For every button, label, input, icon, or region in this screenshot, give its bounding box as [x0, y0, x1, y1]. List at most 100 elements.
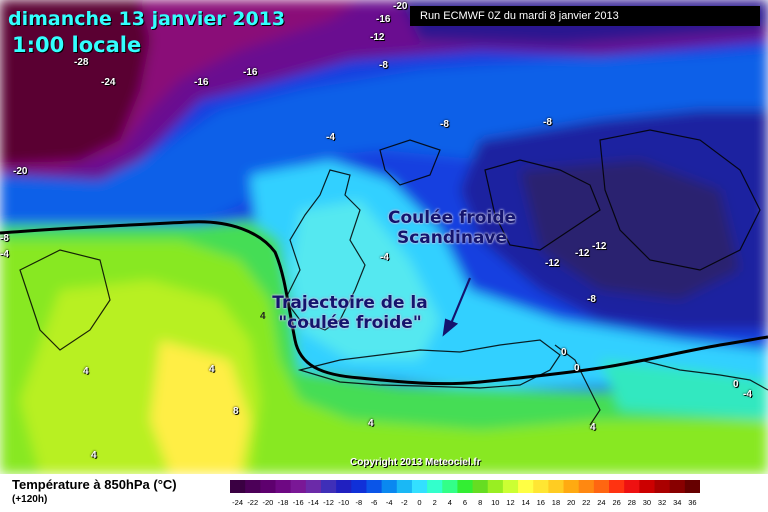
isotherm-label: 8: [233, 406, 239, 417]
color-scale-swatch: [578, 480, 595, 493]
isotherm-label: -8: [440, 119, 449, 130]
color-scale-tick-label: 20: [567, 498, 575, 507]
color-scale-swatch: [563, 480, 580, 493]
color-scale-swatch: [305, 480, 322, 493]
isotherm-label: 4: [209, 364, 215, 375]
color-scale-tick-label: -6: [371, 498, 378, 507]
color-scale-swatch: [609, 480, 625, 493]
color-scale-swatch: [396, 480, 413, 493]
isotherm-label: -16: [194, 77, 209, 88]
color-scale-tick-label: -8: [356, 498, 363, 507]
color-scale-swatch: [230, 480, 246, 493]
color-scale-swatch: [518, 480, 534, 493]
color-scale-tick-label: -18: [278, 498, 289, 507]
isotherm-label: -16: [376, 14, 391, 25]
isotherm-label: -4: [0, 249, 9, 260]
color-scale-tick-label: -4: [386, 498, 393, 507]
color-scale-tick-label: -12: [323, 498, 334, 507]
trajectory-arrow: [442, 277, 472, 337]
color-scale-tick-label: 28: [628, 498, 636, 507]
isotherm-label: 4: [91, 450, 97, 461]
color-scale-swatch: [411, 480, 428, 493]
color-scale-swatch: [442, 480, 458, 493]
color-scale-swatch: [593, 480, 610, 493]
isotherm-label: -12: [575, 248, 590, 259]
color-scale-tick-label: 36: [688, 498, 696, 507]
isotherm-label: 0: [561, 347, 567, 358]
color-scale-swatch: [548, 480, 565, 493]
color-scale-tick-label: 12: [506, 498, 514, 507]
color-scale-swatch: [669, 480, 686, 493]
color-scale-swatch: [457, 480, 474, 493]
color-scale-swatch: [487, 480, 504, 493]
annotation-line: "coulée froide": [278, 313, 422, 333]
color-scale-tick-label: 4: [448, 498, 452, 507]
isotherm-label: -12: [592, 241, 607, 252]
legend-title: Température à 850hPa (°C): [12, 477, 177, 492]
color-scale-tick-label: 14: [521, 498, 529, 507]
isotherm-label: 4: [590, 422, 596, 433]
color-scale-tick-label: -16: [293, 498, 304, 507]
isotherm-label: -12: [370, 32, 385, 43]
color-scale-bar: -24 -22 -20 -18 -16 -14 -12 -10 -8 -6 -4 -2 0 2 4 6 8 10 1…: [230, 480, 700, 507]
color-scale-swatch: [260, 480, 276, 493]
color-scale-tick-label: 10: [491, 498, 499, 507]
color-scale-tick-label: -22: [247, 498, 258, 507]
color-scale-tick-label: 30: [643, 498, 651, 507]
annotation-line: Coulée froide: [387, 208, 517, 228]
isotherm-label: 4: [368, 418, 374, 429]
isotherm-label: -4: [326, 132, 335, 143]
isotherm-label: -8: [0, 233, 9, 244]
color-scale-swatch: [351, 480, 367, 493]
color-scale-swatch: [472, 480, 489, 493]
isotherm-label: -24: [101, 77, 116, 88]
color-scale-swatch: [502, 480, 519, 493]
color-scale-tick-label: -14: [308, 498, 319, 507]
color-scale-swatch: [245, 480, 261, 493]
color-scale-tick-label: -24: [232, 498, 243, 507]
color-scale-swatch: [639, 480, 656, 493]
isotherm-label: 4: [83, 366, 89, 377]
color-scale-tick-label: 32: [658, 498, 666, 507]
color-scale-tick-label: 34: [673, 498, 681, 507]
color-scale-swatch: [654, 480, 671, 493]
isotherm-label: -4: [380, 252, 389, 263]
color-scale-swatch: [624, 480, 640, 493]
annotation-cold-pool: Coulée froide Scandinave: [372, 208, 532, 248]
isotherm-label: -4: [743, 389, 752, 400]
temperature-map: [0, 0, 768, 474]
color-scale-tick-label: 16: [537, 498, 545, 507]
color-scale-tick-label: 24: [597, 498, 605, 507]
color-scale-tick-label: 6: [463, 498, 467, 507]
isotherm-label: -20: [393, 1, 408, 12]
copyright-text: Copyright 2013 Meteociel.fr: [350, 457, 481, 468]
color-scale-tick-label: 26: [612, 498, 620, 507]
isotherm-label: 0: [733, 379, 739, 390]
color-scale-tick-label: 18: [552, 498, 560, 507]
isotherm-label: -8: [543, 117, 552, 128]
annotation-line: Trajectoire de la: [272, 293, 428, 313]
isotherm-label: -12: [545, 258, 560, 269]
isotherm-label: -8: [587, 294, 596, 305]
legend-subtitle: (+120h): [12, 494, 48, 505]
color-scale-swatch: [336, 480, 352, 493]
color-scale-swatch: [366, 480, 383, 493]
isotherm-label: -20: [13, 166, 28, 177]
forecast-hour: 1:00 locale: [12, 33, 142, 57]
color-scale-swatch: [275, 480, 292, 493]
annotation-trajectory: Trajectoire de la "coulée froide": [250, 293, 450, 333]
color-scale-swatch: [290, 480, 307, 493]
color-scale-tick-label: -10: [338, 498, 349, 507]
isotherm-label: -28: [74, 57, 89, 68]
color-scale-tick-label: 2: [433, 498, 437, 507]
isotherm-label: -8: [379, 60, 388, 71]
color-scale-tick-label: 8: [478, 498, 482, 507]
annotation-line: Scandinave: [396, 228, 508, 248]
isotherm-label: 4: [260, 311, 266, 322]
isotherm-label: 0: [574, 363, 580, 374]
color-scale-tick-label: -20: [262, 498, 273, 507]
color-scale-swatch: [684, 480, 700, 493]
color-scale-swatch: [533, 480, 549, 493]
color-scale-swatch: [320, 480, 337, 493]
run-info-banner: Run ECMWF 0Z du mardi 8 janvier 2013: [410, 6, 760, 26]
